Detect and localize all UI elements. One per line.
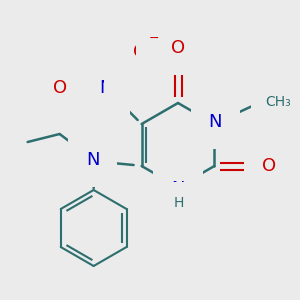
Text: O: O — [133, 43, 147, 61]
Text: O: O — [171, 39, 185, 57]
Text: O: O — [52, 79, 67, 97]
Text: N: N — [208, 113, 222, 131]
Text: +: + — [116, 68, 127, 80]
Text: O: O — [262, 157, 276, 175]
Text: CH₃: CH₃ — [266, 95, 291, 109]
Text: N: N — [99, 79, 112, 97]
Text: −: − — [148, 32, 159, 44]
Text: N: N — [86, 151, 99, 169]
Text: N: N — [171, 180, 185, 198]
Text: H: H — [174, 196, 184, 210]
